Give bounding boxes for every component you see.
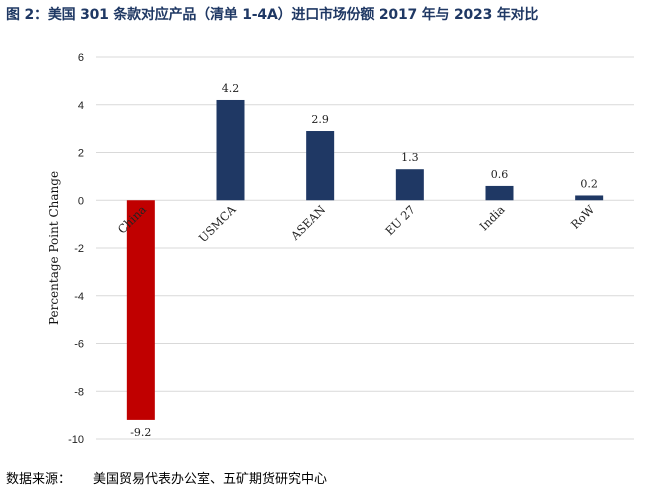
bar-usmca	[216, 99, 245, 201]
data-label: 1.3	[401, 151, 419, 164]
chart-title: 图 2：美国 301 条款对应产品（清单 1-4A）进口市场份额 2017 年与…	[6, 7, 539, 23]
bar-row	[575, 195, 604, 201]
category-labels: China USMCA ASEAN EU 27 India RoW	[115, 202, 598, 245]
data-label: 0.6	[491, 168, 509, 181]
category-label: India	[477, 202, 508, 233]
data-labels: -9.2 4.2 2.9 1.3 0.6 0.2	[130, 82, 598, 439]
data-label: 4.2	[222, 82, 240, 95]
y-tick-label: 0	[78, 195, 84, 207]
data-label: 0.2	[580, 177, 598, 190]
gridlines	[96, 56, 634, 440]
category-label: USMCA	[196, 202, 239, 245]
category-label: EU 27	[382, 202, 418, 238]
source-label: 数据来源：	[6, 472, 72, 487]
source-text: 美国贸易代表办公室、五矿期货研究中心	[93, 472, 328, 487]
category-label: RoW	[568, 202, 597, 231]
y-tick-label: 6	[78, 52, 84, 64]
bar-eu-27	[395, 169, 424, 201]
y-tick-label: 2	[78, 148, 84, 160]
source-note: 数据来源： 美国贸易代表办公室、五矿期货研究中心	[6, 468, 327, 487]
category-label: ASEAN	[287, 202, 328, 243]
y-tick-label: -8	[74, 386, 84, 398]
data-label: -9.2	[130, 426, 151, 439]
y-tick-label: -4	[74, 291, 84, 303]
y-tick-label: -2	[74, 243, 84, 255]
bar-india	[485, 185, 514, 201]
y-tick-label: 4	[78, 100, 84, 112]
y-tick-label: -6	[74, 339, 84, 351]
bar-china	[126, 200, 155, 420]
y-axis-ticks: -10 -8 -6 -4 -2 0 2 4 6	[68, 52, 84, 446]
data-label: 2.9	[311, 113, 329, 126]
bars	[126, 99, 604, 420]
y-axis-label: Percentage Point Change	[47, 171, 61, 325]
y-tick-label: -10	[68, 434, 84, 446]
bar-asean	[306, 131, 335, 201]
